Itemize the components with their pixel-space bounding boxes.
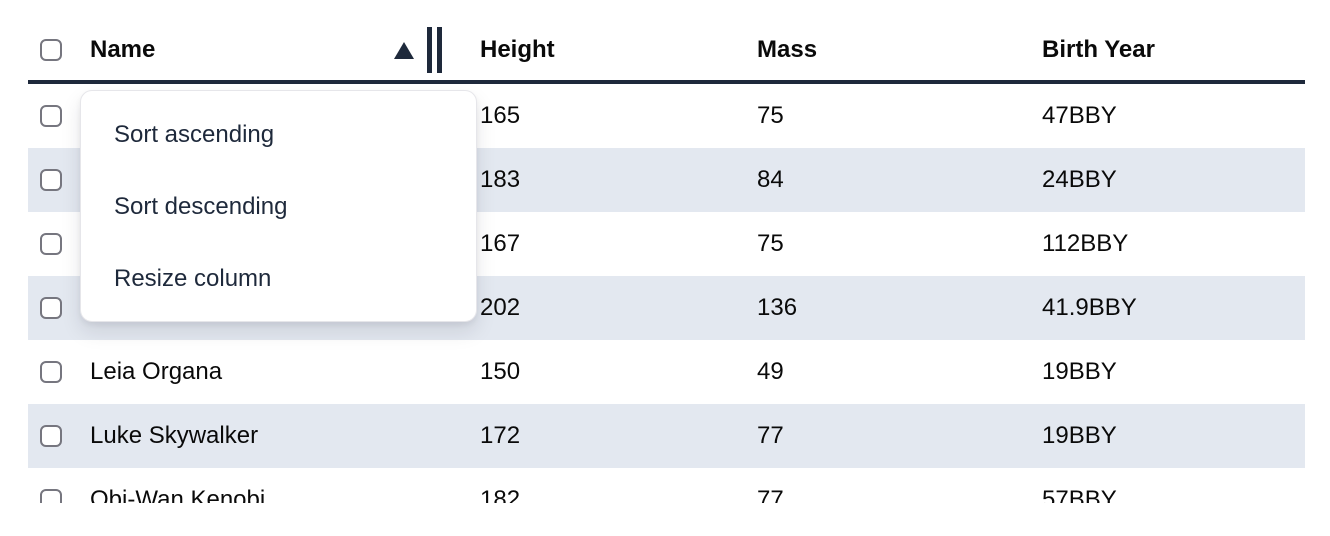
cell-birth-year: 19BBY	[1042, 422, 1117, 449]
menu-item-sort-descending[interactable]: Sort descending	[114, 193, 288, 220]
cell-birth-year: 41.9BBY	[1042, 294, 1137, 321]
row-checkbox-cell	[28, 105, 90, 127]
cell-birth-year: 57BBY	[1042, 486, 1117, 503]
table-row: Obi-Wan Kenobi 182 77 57BBY	[28, 468, 1305, 503]
row-checkbox[interactable]	[40, 425, 62, 447]
cell-mass: 77	[757, 422, 784, 449]
cell-name: Obi-Wan Kenobi	[90, 486, 266, 503]
header-checkbox-cell	[28, 39, 90, 61]
cell-name: Leia Organa	[90, 358, 223, 385]
cell-mass: 75	[757, 230, 784, 257]
row-checkbox[interactable]	[40, 169, 62, 191]
cell-height: 165	[480, 102, 521, 129]
table-row: 165 75 47BBY	[28, 84, 1305, 148]
column-header-mass-label: Mass	[757, 36, 818, 63]
column-header-height[interactable]: Height	[480, 36, 757, 64]
row-checkbox-cell	[28, 425, 90, 447]
row-checkbox[interactable]	[40, 297, 62, 319]
column-header-birth-year[interactable]: Birth Year	[1042, 36, 1305, 64]
row-checkbox-cell	[28, 169, 90, 191]
row-checkbox-cell	[28, 297, 90, 319]
cell-height: 167	[480, 230, 521, 257]
cell-birth-year: 24BBY	[1042, 166, 1117, 193]
cell-height: 172	[480, 422, 521, 449]
row-checkbox[interactable]	[40, 233, 62, 255]
cell-height: 202	[480, 294, 521, 321]
cell-mass: 75	[757, 102, 784, 129]
sort-ascending-triangle-up-icon	[394, 41, 414, 59]
cell-height: 183	[480, 166, 521, 193]
cell-height: 182	[480, 486, 521, 503]
cell-birth-year: 47BBY	[1042, 102, 1117, 129]
row-checkbox[interactable]	[40, 105, 62, 127]
cell-height: 150	[480, 358, 521, 385]
cell-name: Luke Skywalker	[90, 422, 259, 449]
row-checkbox-cell	[28, 361, 90, 383]
column-header-name[interactable]: Name	[90, 27, 480, 73]
cell-mass: 49	[757, 358, 784, 385]
table-header-row: Name Height Mass Birth Year	[28, 20, 1305, 84]
column-context-menu: Sort ascending Sort descending Resize co…	[80, 90, 477, 322]
row-checkbox[interactable]	[40, 489, 62, 503]
column-resize-handle-double-bar-icon[interactable]	[427, 27, 442, 73]
row-checkbox-cell	[28, 489, 90, 503]
table-row: 167 75 112BBY	[28, 212, 1305, 276]
row-checkbox-cell	[28, 233, 90, 255]
column-header-name-label: Name	[90, 36, 156, 63]
menu-item-sort-ascending[interactable]: Sort ascending	[114, 121, 275, 148]
table-row: Luke Skywalker 172 77 19BBY	[28, 404, 1305, 468]
cell-mass: 136	[757, 294, 798, 321]
column-header-height-label: Height	[480, 36, 555, 63]
select-all-checkbox[interactable]	[40, 39, 62, 61]
cell-mass: 84	[757, 166, 784, 193]
cell-birth-year: 112BBY	[1042, 230, 1129, 257]
column-header-birth-year-label: Birth Year	[1042, 36, 1155, 63]
column-header-mass[interactable]: Mass	[757, 36, 1042, 64]
row-checkbox[interactable]	[40, 361, 62, 383]
menu-item-resize-column[interactable]: Resize column	[114, 265, 272, 292]
cell-birth-year: 19BBY	[1042, 358, 1117, 385]
cell-mass: 77	[757, 486, 784, 503]
table-row: Leia Organa 150 49 19BBY	[28, 340, 1305, 404]
